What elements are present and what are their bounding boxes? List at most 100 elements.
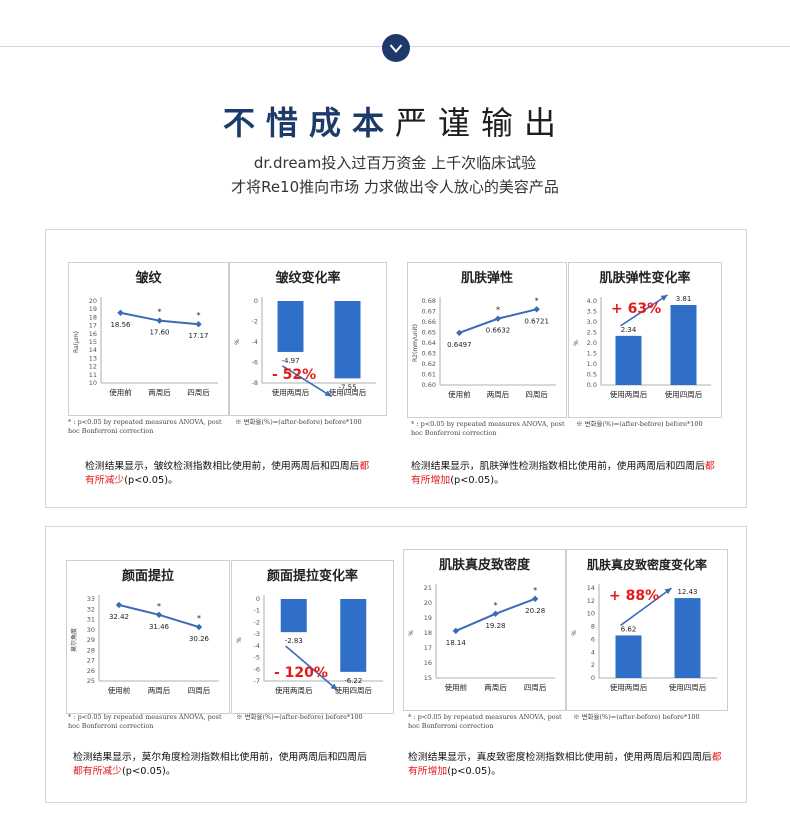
- chart-title: 颜面提拉变化率: [267, 568, 358, 584]
- chart-title: 颜面提拉: [122, 568, 174, 584]
- page-title: 不惜成本严谨输出: [0, 98, 790, 144]
- chart-svg: 颜面提拉变化率 0 -1 -2 -3 -4 -5 -6 -7% 使用两周后 使用四周后 -2.83 -6…: [236, 568, 383, 695]
- data-point: [492, 610, 499, 617]
- x-tick-label: 使用前: [109, 387, 132, 397]
- change-annotation: - 52%: [272, 367, 316, 383]
- x-tick-label: 使用两周后: [275, 685, 313, 695]
- subtitle-line-1: dr.dream投入过百万资金 上千次临床试验: [253, 154, 537, 172]
- y-tick-label: -5: [254, 654, 260, 662]
- x-tick-label: 两周后: [148, 387, 171, 397]
- caption-end: (p<0.05)。: [124, 475, 178, 486]
- caption-text: 检测结果显示，真皮致密度检测指数相比使用前，使用两周后和四周后: [408, 752, 712, 763]
- footnote: * : p<0.05 by repeated measures ANOVA, p…: [411, 420, 565, 437]
- y-tick-label: 10: [89, 379, 97, 387]
- chart-svg: 肌肤弹性变化率 4.0 3.5 3.0 2.5 2.0 1.5 1.0 0.5 0.0% 使用两周后…: [573, 270, 711, 399]
- significance-marker: *: [535, 296, 539, 305]
- y-tick-label: -7: [254, 677, 260, 685]
- y-tick-label: 12: [89, 363, 97, 371]
- y-tick-label: -6: [252, 359, 258, 367]
- data-point: [156, 317, 163, 324]
- data-label: 0.6632: [486, 327, 511, 335]
- bar: [280, 599, 307, 633]
- data-point: [456, 329, 463, 337]
- y-tick-label: 3.5: [587, 308, 597, 316]
- chart-title: 肌肤真皮致密度: [439, 557, 531, 573]
- chart-svg: 肌肤真皮致密度变化率 14 12 10 8 6 4 2 0% 使用两周后 使用四周后 6.62 12.4…: [571, 557, 717, 692]
- y-tick-label: 4: [591, 648, 595, 656]
- y-tick-label: -3: [254, 630, 260, 638]
- y-tick-label: 33: [87, 595, 95, 603]
- bar: [674, 598, 701, 678]
- x-tick-label: 使用两周后: [610, 389, 648, 399]
- x-tick-label: 使用前: [108, 685, 131, 695]
- y-tick-label: 0.60: [422, 381, 436, 389]
- y-axis-label: %: [573, 340, 580, 346]
- significance-marker: *: [197, 311, 201, 320]
- trend-arrow-head: [660, 294, 668, 301]
- bar: [615, 335, 642, 385]
- y-axis-label: 莫尔角度: [70, 628, 78, 652]
- change-annotation: + 88%: [609, 588, 659, 604]
- y-tick-label: 6: [591, 635, 595, 643]
- y-tick-label: 10: [587, 610, 595, 618]
- y-tick-label: 15: [89, 338, 97, 346]
- footnote: * : p<0.05 by repeated measures ANOVA, p…: [68, 418, 222, 435]
- subtitle-line-2: 才将Re10推向市场 力求做出令人放心的美容产品: [231, 178, 559, 196]
- chart-density-change: 肌肤真皮致密度变化率 14 12 10 8 6 4 2 0% 使用两周后 使用四周后 6.62 12.4…: [566, 549, 728, 711]
- x-tick-label: 四周后: [188, 685, 211, 695]
- caption-end: (p<0.05)。: [447, 766, 501, 777]
- chart-density: 肌肤真皮致密度 21 20 19 18 17 16 15% 使用前 两周后 四周后 18.14 19.2…: [403, 549, 566, 711]
- y-tick-label: 12: [587, 597, 595, 605]
- data-label: 31.46: [149, 623, 170, 631]
- result-caption: 检测结果显示，肌肤弹性检测指数相比使用前，使用两周后和四周后都有所增加(p<0.…: [411, 460, 721, 488]
- caption-text: 检测结果显示，肌肤弹性检测指数相比使用前，使用两周后和四周后: [411, 461, 705, 472]
- change-note: ※ 변화율(%)=(after-before) before*100: [235, 418, 362, 426]
- y-tick-label: 1.0: [587, 360, 597, 368]
- x-tick-label: 使用前: [448, 389, 471, 399]
- chart-elasticity: 肌肤弹性 0.68 0.67 0.66 0.65 0.64 0.63 0.62 0.61 0.60…: [407, 262, 567, 418]
- change-note: ※ 변화율(%)=(after-before) before*100: [573, 713, 700, 721]
- x-tick-label: 两周后: [487, 389, 510, 399]
- x-tick-label: 使用前: [445, 682, 468, 692]
- change-note: ※ 변화율(%)=(after-before) before*100: [576, 420, 703, 428]
- trend-arrow-head: [664, 588, 672, 595]
- y-tick-label: 29: [87, 636, 95, 644]
- significance-marker: *: [533, 586, 537, 595]
- y-tick-label: 14: [587, 584, 595, 592]
- y-tick-label: 14: [89, 346, 97, 354]
- x-tick-label: 使用四周后: [335, 685, 373, 695]
- y-tick-label: 0.65: [422, 329, 436, 337]
- data-label: -7.55: [338, 383, 356, 391]
- data-label: 20.28: [525, 607, 545, 615]
- y-tick-label: 15: [424, 674, 432, 682]
- chart-wrinkle: 皱纹 20 19 18 17 16 15 14 13 12 11 10 Ra(μm) 使用前 两周后 四周后 1…: [68, 262, 229, 416]
- y-tick-label: 0.64: [422, 339, 436, 347]
- y-tick-label: 0.67: [422, 308, 436, 316]
- x-tick-label: 使用两周后: [272, 387, 310, 397]
- y-tick-label: 20: [424, 599, 432, 607]
- trend-arrow-head: [324, 390, 332, 397]
- data-label: 6.62: [621, 625, 637, 633]
- chart-svg: 皱纹变化率 0 -2 -4 -6 -8% 使用两周后 使用四周后 -4.97 -7.55 - 52%: [234, 270, 376, 398]
- x-tick-label: 使用四周后: [669, 682, 707, 692]
- y-tick-label: 2: [591, 661, 595, 669]
- chart-elasticity-change: 肌肤弹性变化率 4.0 3.5 3.0 2.5 2.0 1.5 1.0 0.5 0.0% 使用两周后…: [568, 262, 722, 418]
- y-tick-label: -6: [254, 665, 260, 673]
- trend-arrow-shaft: [282, 365, 332, 398]
- data-label: 3.81: [676, 295, 692, 303]
- trend-arrow-shaft: [285, 645, 338, 691]
- y-tick-label: 26: [87, 667, 95, 675]
- chart-title: 皱纹变化率: [274, 270, 340, 286]
- title-highlight: 不惜成本: [222, 104, 395, 142]
- y-tick-label: 28: [87, 646, 95, 654]
- significance-marker: *: [496, 306, 500, 315]
- chart-title: 肌肤弹性变化率: [599, 270, 690, 286]
- data-label: 0.6497: [447, 341, 472, 349]
- significance-marker: *: [157, 602, 161, 611]
- y-tick-label: 25: [87, 677, 95, 685]
- bar: [615, 635, 642, 678]
- y-axis-label: Ra(μm): [73, 331, 80, 353]
- significance-marker: *: [494, 601, 498, 610]
- data-label: 0.6721: [524, 317, 549, 325]
- y-tick-label: 21: [424, 584, 432, 592]
